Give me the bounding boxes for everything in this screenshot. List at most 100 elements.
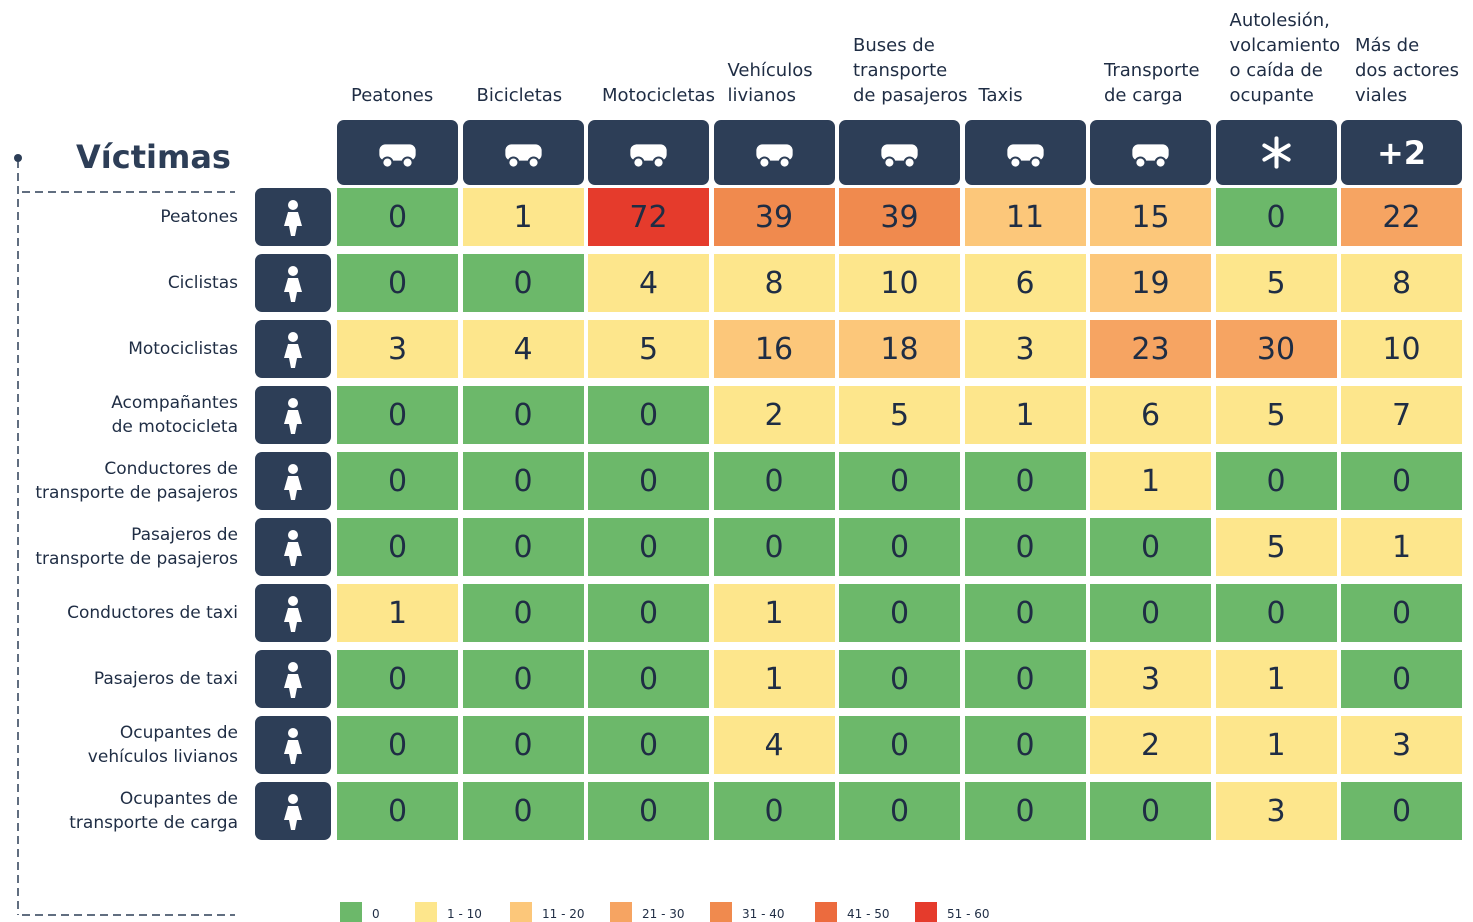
heat-cell: 0 xyxy=(337,254,458,312)
heat-cell: 18 xyxy=(839,320,960,378)
heat-cell: 8 xyxy=(1341,254,1462,312)
heat-cell: 5 xyxy=(839,386,960,444)
heat-cell: 0 xyxy=(964,716,1086,774)
icon xyxy=(284,464,302,500)
heat-cell: 0 xyxy=(1215,188,1337,246)
heat-cell: 3 xyxy=(1341,716,1462,774)
heat-cell: 5 xyxy=(1215,254,1337,312)
column-icon xyxy=(1341,120,1462,185)
heat-cell: 0 xyxy=(462,386,584,444)
row-label: Ocupantes de transporte de carga xyxy=(69,789,238,833)
heat-cell: 0 xyxy=(462,716,584,774)
heat-cell: 4 xyxy=(462,320,584,378)
legend-swatch xyxy=(510,902,532,922)
legend-label: 21 - 30 xyxy=(642,907,685,921)
row-label: Ocupantes de vehículos livianos xyxy=(87,723,238,767)
heat-cell: 39 xyxy=(839,188,960,246)
column-icon xyxy=(1215,120,1337,185)
column-icon xyxy=(337,120,458,185)
heat-cell: 19 xyxy=(1090,254,1211,312)
heat-cell: 5 xyxy=(588,320,709,378)
row-label: Pasajeros de taxi xyxy=(93,669,238,689)
row-icon xyxy=(255,188,331,246)
icon xyxy=(284,332,302,368)
icon xyxy=(284,794,302,830)
heat-cell: 1 xyxy=(713,650,835,708)
row-icon xyxy=(255,320,331,378)
heat-cell: 0 xyxy=(462,782,584,840)
heat-cell: 7 xyxy=(1341,386,1462,444)
heat-cell: 1 xyxy=(1341,518,1462,576)
icon xyxy=(379,144,416,169)
icon xyxy=(284,728,302,764)
column-label: Peatones xyxy=(351,85,434,106)
row-label: Pasajeros de transporte de pasajeros xyxy=(35,525,238,569)
heat-cell: 5 xyxy=(1215,518,1337,576)
icon xyxy=(284,596,302,632)
row-icon xyxy=(255,782,331,840)
bracket-dot xyxy=(14,154,22,162)
icon xyxy=(284,662,302,698)
heat-cell: 0 xyxy=(1215,584,1337,642)
heat-cell: 16 xyxy=(713,320,835,378)
icon xyxy=(284,530,302,566)
heat-cell: 6 xyxy=(1090,386,1211,444)
column-icon xyxy=(588,120,709,185)
heat-cell: 0 xyxy=(964,782,1086,840)
heat-cell: 4 xyxy=(588,254,709,312)
heat-cell: 0 xyxy=(337,452,458,510)
column-label: Motocicletas xyxy=(602,85,715,106)
icon xyxy=(1006,144,1044,169)
row-icon xyxy=(255,452,331,510)
heat-cell: 39 xyxy=(713,188,835,246)
column-icon xyxy=(713,120,835,185)
heat-cell: 0 xyxy=(713,518,835,576)
icon xyxy=(881,144,918,169)
legend-label: 51 - 60 xyxy=(947,907,990,921)
column-label: Buses de transporte de pasajeros xyxy=(853,35,968,106)
heat-cell: 10 xyxy=(1341,320,1462,378)
heat-cell: 0 xyxy=(839,650,960,708)
legend-swatch xyxy=(610,902,632,922)
column-icon xyxy=(839,120,960,185)
row-icon xyxy=(255,386,331,444)
heat-cell: 0 xyxy=(588,452,709,510)
heat-cell: 0 xyxy=(337,386,458,444)
icon xyxy=(504,144,542,169)
heat-cell: 0 xyxy=(462,254,584,312)
bracket xyxy=(14,154,235,916)
heat-cell: 2 xyxy=(1090,716,1211,774)
heat-cell: 23 xyxy=(1090,320,1211,378)
heat-cell: 0 xyxy=(337,716,458,774)
icon-label: +2 xyxy=(1376,133,1427,172)
icon xyxy=(284,200,302,236)
heat-cell: 0 xyxy=(1090,782,1211,840)
heat-cell: 0 xyxy=(839,452,960,510)
heat-cell: 8 xyxy=(713,254,835,312)
heat-cell: 0 xyxy=(839,518,960,576)
icon xyxy=(284,266,302,302)
row-label: Motociclistas xyxy=(128,339,238,359)
heat-cell: 3 xyxy=(964,320,1086,378)
heat-cell: 3 xyxy=(1215,782,1337,840)
heat-cell: 0 xyxy=(337,188,458,246)
heat-cell: 1 xyxy=(713,584,835,642)
legend-label: 41 - 50 xyxy=(847,907,890,921)
column-label: Taxis xyxy=(978,85,1023,106)
heat-cell: 0 xyxy=(964,584,1086,642)
heat-cell: 3 xyxy=(337,320,458,378)
heat-cell: 11 xyxy=(964,188,1086,246)
heat-cell: 0 xyxy=(588,518,709,576)
column-label: Más de dos actores viales xyxy=(1355,35,1459,106)
heat-cell: 0 xyxy=(462,518,584,576)
legend-label: 0 xyxy=(372,907,380,921)
heat-cell: 2 xyxy=(713,386,835,444)
heat-cell: 1 xyxy=(1090,452,1211,510)
heat-cell: 1 xyxy=(1215,716,1337,774)
heat-cell: 0 xyxy=(839,584,960,642)
icon xyxy=(630,144,667,169)
heat-cell: 0 xyxy=(1341,650,1462,708)
row-icon xyxy=(255,716,331,774)
legend-swatch xyxy=(710,902,732,922)
